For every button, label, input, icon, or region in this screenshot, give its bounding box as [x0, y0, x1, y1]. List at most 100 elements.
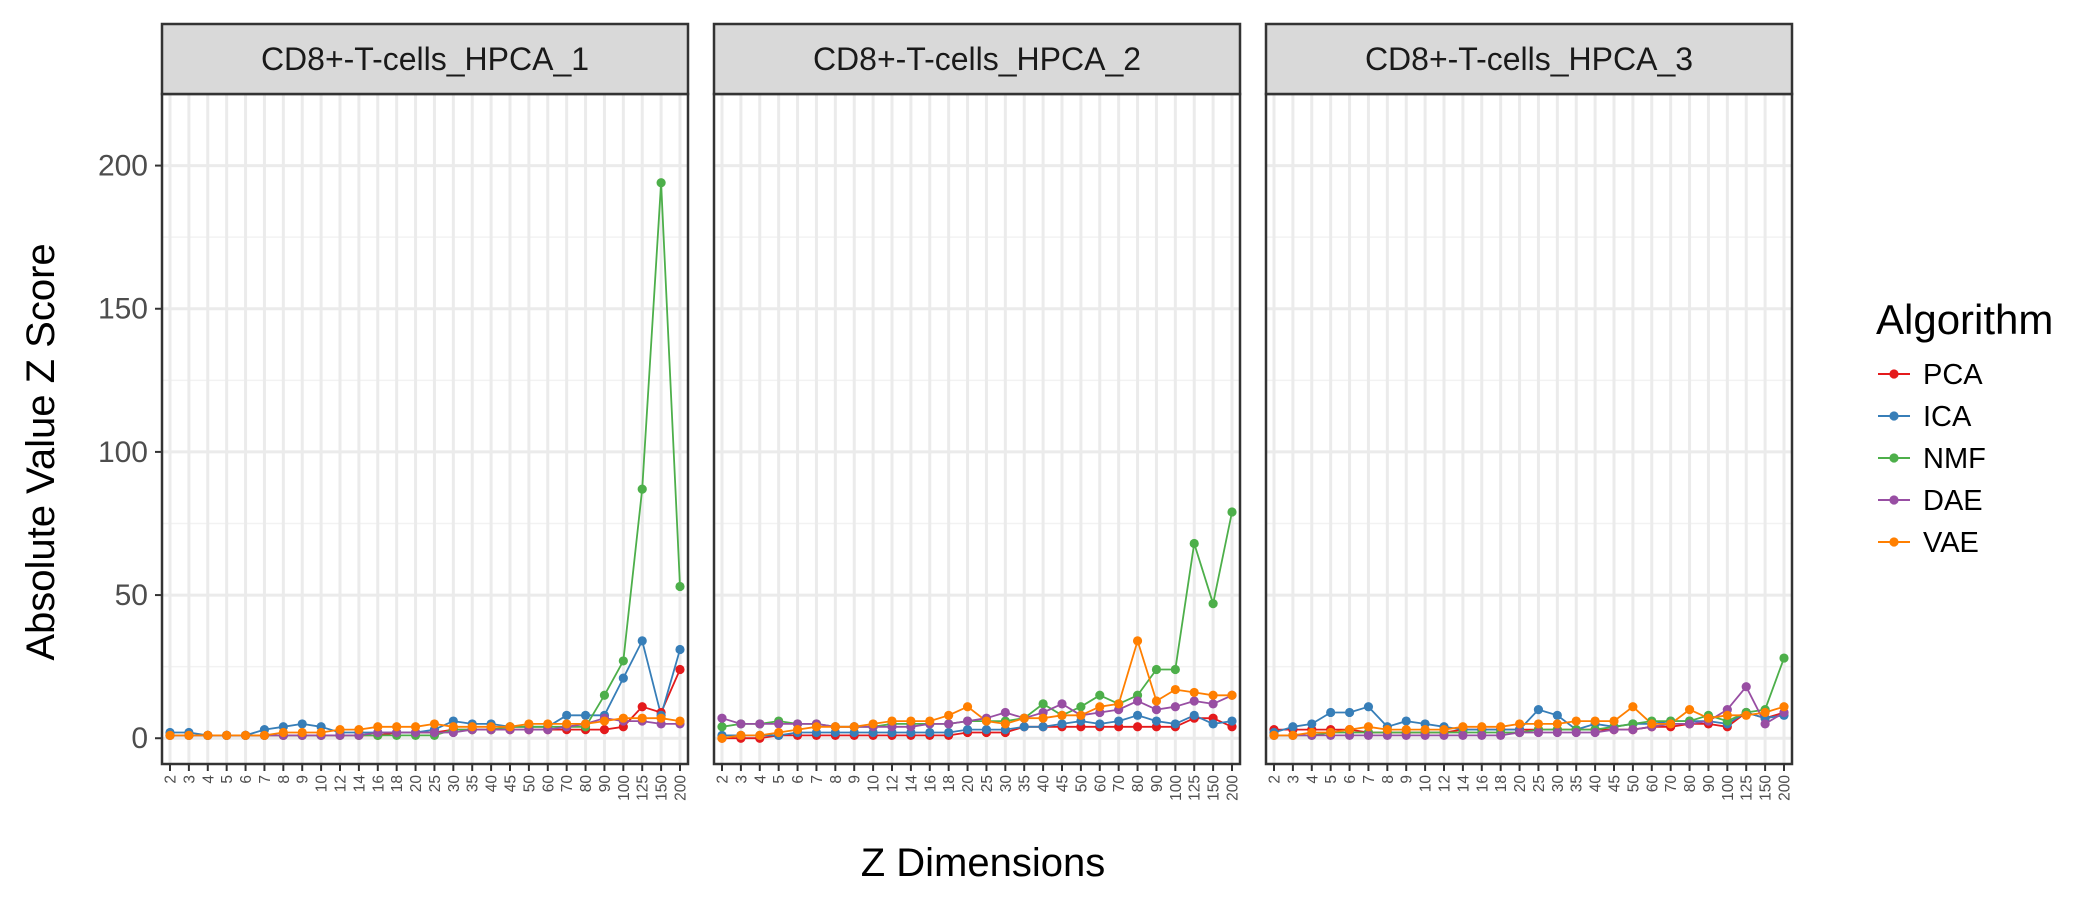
x-tick-label: 125 — [1187, 775, 1204, 801]
point-dae — [755, 719, 765, 729]
point-dae — [1609, 725, 1619, 735]
point-vae — [1458, 722, 1468, 732]
point-vae — [1439, 725, 1449, 735]
point-vae — [222, 730, 232, 740]
x-tick-label: 7 — [809, 775, 826, 784]
x-tick-label: 25 — [427, 775, 444, 792]
x-tick-label: 3 — [733, 775, 750, 784]
x-tick-label: 5 — [771, 775, 788, 784]
point-nmf — [1038, 699, 1048, 709]
x-tick-label: 8 — [828, 775, 845, 784]
point-vae — [1703, 713, 1714, 723]
x-tick-label: 4 — [752, 775, 769, 784]
x-tick-label: 8 — [276, 775, 293, 784]
point-nmf — [1151, 664, 1162, 675]
point-vae — [1189, 687, 1199, 698]
point-vae — [1000, 719, 1010, 729]
point-vae — [278, 727, 288, 738]
point-dae — [1170, 702, 1180, 712]
facet-strip-title: CD8+-T-cells_HPCA_3 — [1365, 41, 1693, 77]
point-vae — [717, 733, 727, 743]
point-dae — [1590, 727, 1600, 738]
point-vae — [675, 716, 685, 726]
point-nmf — [675, 581, 685, 592]
series-line-vae — [170, 717, 681, 737]
point-dae — [1684, 719, 1695, 729]
x-tick-label: 100 — [616, 775, 633, 801]
x-tick-label: 20 — [1512, 775, 1529, 793]
point-ica — [1038, 722, 1048, 732]
point-vae — [1227, 690, 1237, 700]
point-ica — [297, 719, 307, 729]
x-tick-label: 125 — [635, 775, 652, 801]
point-vae — [1307, 727, 1317, 738]
x-tick-label: 16 — [370, 775, 387, 792]
point-vae — [1095, 702, 1105, 712]
series-line-pca — [722, 717, 1233, 740]
x-tick-label: 5 — [1323, 775, 1340, 784]
series-line-ica — [1273, 705, 1785, 734]
x-tick-label: 30 — [446, 775, 463, 793]
point-nmf — [618, 656, 628, 666]
point-dae — [1458, 730, 1468, 740]
point-ica — [1307, 719, 1317, 729]
point-vae — [1382, 725, 1392, 735]
legend-label: PCA — [1923, 359, 1983, 391]
point-dae — [1514, 727, 1525, 738]
point-ica — [1095, 719, 1105, 729]
x-tick-label: 150 — [654, 775, 671, 801]
x-tick-label: 8 — [1380, 775, 1397, 784]
point-vae — [297, 727, 307, 738]
point-vae — [1344, 725, 1355, 735]
point-vae — [1684, 704, 1695, 715]
point-ica — [1151, 716, 1162, 726]
point-ica — [1533, 704, 1544, 715]
x-tick-label: 18 — [941, 775, 958, 792]
x-tick-label: 7 — [257, 775, 274, 784]
point-pca — [599, 725, 610, 735]
x-tick-label: 9 — [295, 775, 312, 784]
point-dae — [1741, 682, 1751, 692]
facet-strip — [712, 22, 1242, 96]
point-dae — [1363, 730, 1374, 740]
point-vae — [410, 722, 421, 732]
point-dae — [1189, 696, 1199, 706]
x-tick-label: 14 — [351, 775, 368, 793]
legend-item-dae: DAE — [1878, 485, 1983, 517]
point-vae — [1288, 730, 1298, 740]
x-tick-label: 30 — [1550, 775, 1567, 793]
point-vae — [887, 716, 897, 726]
legend-label: NMF — [1923, 443, 1986, 475]
point-vae — [354, 725, 364, 735]
panels-layer: CD8+-T-cells_HPCA_12 3 4 5 6 7 8 9 10 12 14 16 18 20 2… — [98, 22, 1794, 801]
series-line-dae — [721, 694, 1233, 728]
point-vae — [981, 716, 992, 726]
x-tick-label: 40 — [1588, 775, 1605, 793]
x-tick-label: 10 — [866, 775, 883, 793]
point-vae — [184, 730, 194, 740]
legend-key-point — [1889, 537, 1899, 547]
point-vae — [1057, 710, 1067, 720]
point-vae — [429, 719, 440, 729]
x-tick-label: 6 — [238, 775, 255, 784]
point-vae — [1779, 702, 1789, 712]
point-pca — [1132, 722, 1143, 732]
point-dae — [774, 719, 784, 729]
point-ica — [1057, 719, 1067, 729]
point-ica — [1114, 716, 1124, 726]
point-ica — [1326, 707, 1336, 718]
point-vae — [637, 713, 647, 723]
point-nmf — [1170, 664, 1180, 675]
x-tick-label: 50 — [1073, 775, 1090, 793]
point-vae — [335, 725, 345, 735]
series-line-vae — [1274, 705, 1785, 737]
point-vae — [755, 730, 765, 740]
point-vae — [392, 722, 402, 732]
point-vae — [1326, 727, 1336, 738]
panel-1: CD8+-T-cells_HPCA_12 3 4 5 6 7 8 9 10 12 14 16 18 20 2… — [160, 22, 690, 801]
point-vae — [1666, 719, 1676, 729]
point-vae — [1269, 730, 1279, 740]
point-vae — [1609, 716, 1619, 726]
point-dae — [1208, 699, 1218, 709]
point-ica — [1189, 710, 1199, 720]
